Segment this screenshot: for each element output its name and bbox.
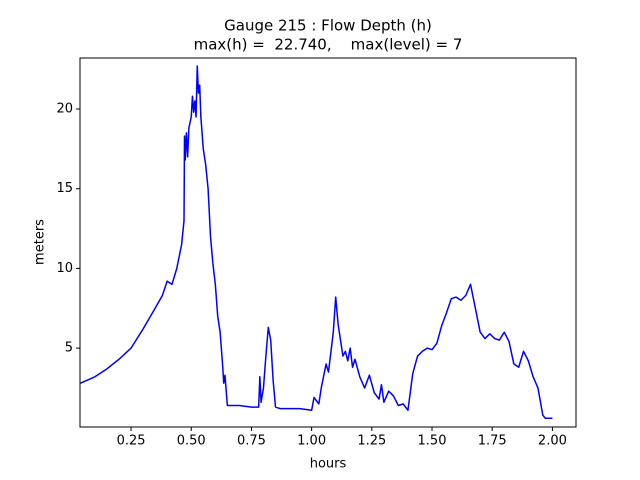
- plot-frame: [79, 57, 577, 428]
- x-tick-label: 1.25: [357, 434, 386, 449]
- y-tick-label: 20: [56, 102, 73, 117]
- x-tick-label: 0.25: [117, 434, 146, 449]
- y-axis-label: meters: [33, 219, 48, 265]
- x-tick-label: 1.50: [418, 434, 447, 449]
- y-tick-label: 10: [56, 261, 73, 276]
- data-line: [80, 65, 553, 419]
- x-tick-label: 2.00: [538, 434, 567, 449]
- y-tick-label: 15: [56, 181, 73, 196]
- y-tick-label: 5: [65, 341, 73, 356]
- x-tick-label: 1.00: [297, 434, 326, 449]
- x-tick-label: 0.75: [237, 434, 266, 449]
- chart-subtitle: max(h) = 22.740, max(level) = 7: [194, 36, 463, 54]
- x-axis-label: hours: [310, 457, 347, 472]
- x-tick-label: 0.50: [177, 434, 206, 449]
- x-tick-label: 1.75: [478, 434, 507, 449]
- chart-title: Gauge 215 : Flow Depth (h): [224, 17, 432, 35]
